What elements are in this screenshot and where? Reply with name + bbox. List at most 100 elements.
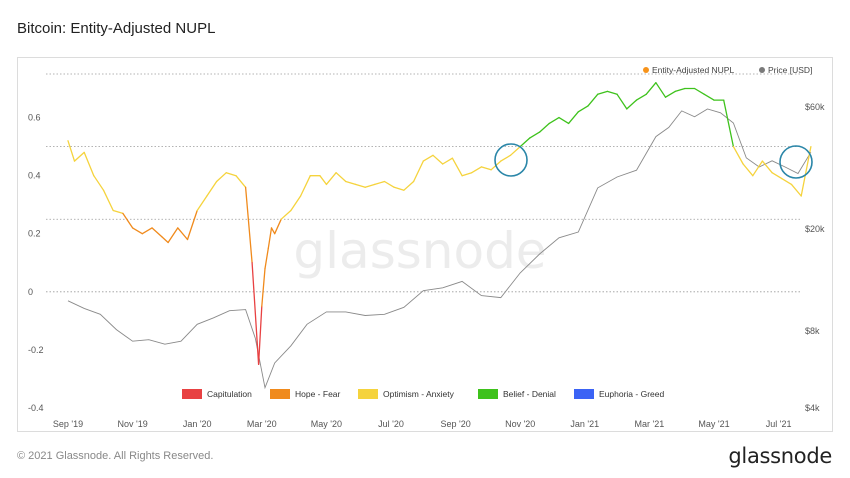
zone-legend: Capitulation Hope - Fear Optimism - Anxiet… bbox=[182, 389, 664, 399]
zone-legend-label: Euphoria - Greed bbox=[599, 389, 664, 399]
legend-marker bbox=[643, 67, 649, 73]
nupl-segment bbox=[519, 137, 531, 148]
y-left-tick-label: 0.2 bbox=[28, 229, 41, 239]
nupl-segment bbox=[732, 145, 744, 165]
nupl-segment bbox=[403, 180, 415, 191]
x-axis: Sep '19 Nov '19 Jan '20 Mar '20 May '20 Jul '… bbox=[53, 419, 792, 429]
nupl-segment bbox=[161, 235, 169, 244]
zone-legend-label: Optimism - Anxiety bbox=[383, 389, 455, 399]
x-tick-label: Jan '20 bbox=[183, 419, 212, 429]
watermark: glassnode bbox=[293, 222, 546, 280]
nupl-segment bbox=[280, 209, 292, 220]
nupl-segment bbox=[800, 145, 812, 197]
nupl-segment bbox=[693, 87, 705, 95]
legend-top: Entity-Adjusted NUPL Price [USD] bbox=[643, 65, 812, 75]
nupl-segment bbox=[67, 140, 76, 162]
x-tick-label: Jan '21 bbox=[570, 419, 599, 429]
zone-legend-label: Capitulation bbox=[207, 389, 252, 399]
nupl-segment bbox=[131, 227, 143, 235]
nupl-segment bbox=[626, 99, 638, 110]
zone-legend-label: Hope - Fear bbox=[295, 389, 341, 399]
highlight-circle-jul-2021 bbox=[779, 145, 813, 179]
nupl-segment bbox=[781, 177, 793, 186]
nupl-segment bbox=[500, 154, 512, 162]
nupl-segment bbox=[761, 160, 773, 174]
nupl-segment bbox=[83, 151, 95, 177]
nupl-segment bbox=[102, 189, 114, 212]
x-tick-label: Nov '20 bbox=[505, 419, 535, 429]
nupl-segment bbox=[112, 209, 124, 215]
nupl-segment bbox=[267, 227, 273, 249]
nupl-segment bbox=[319, 175, 328, 186]
nupl-segment bbox=[567, 111, 579, 125]
nupl-segment bbox=[538, 122, 550, 133]
x-tick-label: Mar '20 bbox=[247, 419, 277, 429]
zone-legend-swatch bbox=[478, 389, 498, 399]
nupl-segment bbox=[290, 195, 302, 212]
glassnode-logo: glassnode bbox=[728, 444, 832, 468]
nupl-segment bbox=[674, 87, 686, 93]
nupl-segment bbox=[597, 90, 609, 95]
nupl-segment bbox=[335, 172, 347, 183]
x-tick-label: May '20 bbox=[311, 419, 342, 429]
nupl-segment bbox=[274, 218, 282, 235]
zone-legend-swatch bbox=[358, 389, 378, 399]
x-tick-label: Jul '21 bbox=[766, 419, 792, 429]
nupl-segment bbox=[548, 116, 560, 125]
zone-legend-label: Belief - Denial bbox=[503, 389, 556, 399]
nupl-segment bbox=[606, 90, 618, 95]
nupl-segment bbox=[412, 160, 424, 183]
y-left-tick-label: 0.4 bbox=[28, 171, 41, 181]
nupl-segment bbox=[264, 247, 269, 270]
nupl-segment bbox=[577, 105, 589, 113]
nupl-segment bbox=[151, 227, 163, 238]
price-series bbox=[67, 108, 812, 390]
nupl-segment bbox=[645, 82, 657, 95]
nupl-segment bbox=[186, 209, 198, 241]
nupl-segment bbox=[257, 305, 263, 366]
nupl-segment bbox=[244, 186, 253, 264]
chart-frame bbox=[17, 57, 833, 432]
nupl-segment bbox=[225, 172, 237, 177]
price-line bbox=[67, 108, 812, 390]
nupl-segment bbox=[374, 180, 386, 186]
y-left-tick-label: -0.2 bbox=[28, 345, 44, 355]
nupl-segment bbox=[471, 166, 483, 174]
x-tick-label: Nov '19 bbox=[117, 419, 147, 429]
zone-legend-swatch bbox=[182, 389, 202, 399]
nupl-segment bbox=[442, 157, 454, 165]
nupl-segment bbox=[616, 93, 628, 110]
nupl-segment bbox=[723, 99, 735, 148]
nupl-segment bbox=[461, 172, 473, 177]
nupl-segment bbox=[141, 227, 153, 235]
nupl-segment bbox=[635, 93, 647, 101]
y-right-tick-label: $4k bbox=[805, 403, 820, 413]
y-left-tick-label: 0 bbox=[28, 287, 33, 297]
x-tick-label: May '21 bbox=[698, 419, 729, 429]
nupl-segment bbox=[480, 166, 492, 171]
nupl-segment bbox=[261, 267, 266, 307]
nupl-segment bbox=[122, 212, 134, 229]
nupl-segment bbox=[383, 180, 395, 188]
nupl-segment bbox=[771, 172, 783, 180]
zone-legend-swatch bbox=[574, 389, 594, 399]
x-tick-label: Sep '19 bbox=[53, 419, 83, 429]
nupl-segment bbox=[325, 172, 337, 186]
legend-label: Entity-Adjusted NUPL bbox=[652, 65, 734, 75]
y-left-tick-label: -0.4 bbox=[28, 403, 44, 413]
nupl-segment bbox=[167, 227, 179, 244]
nupl-segment bbox=[345, 180, 357, 186]
y-right-tick-label: $20k bbox=[805, 224, 825, 234]
zone-legend-swatch bbox=[270, 389, 290, 399]
nupl-segment bbox=[206, 180, 218, 197]
nupl-segment bbox=[93, 175, 105, 191]
y-axis-right: $60k $20k $8k $4k bbox=[805, 102, 825, 413]
nupl-segment bbox=[251, 262, 260, 366]
x-tick-label: Mar '21 bbox=[635, 419, 665, 429]
nupl-segment bbox=[655, 82, 667, 98]
nupl-series bbox=[67, 82, 812, 366]
nupl-segment bbox=[196, 195, 208, 212]
nupl-segment bbox=[270, 227, 276, 235]
x-tick-label: Jul '20 bbox=[378, 419, 404, 429]
